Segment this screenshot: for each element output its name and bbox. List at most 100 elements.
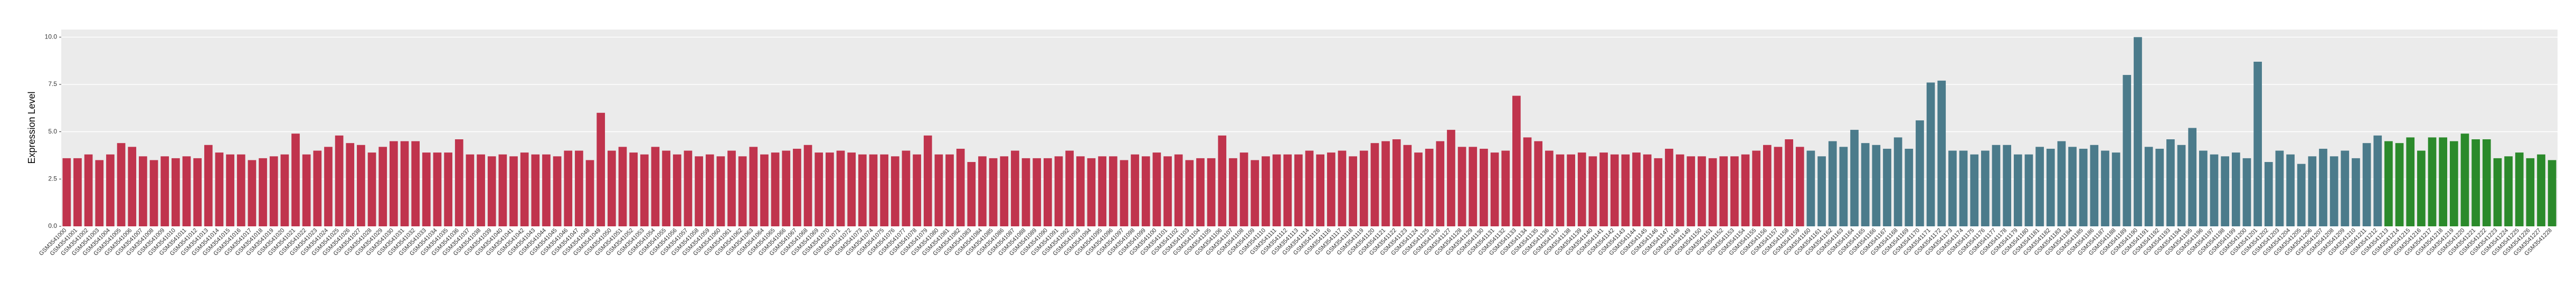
bar	[2003, 145, 2011, 226]
bar	[509, 156, 518, 226]
bar	[945, 154, 954, 226]
bar	[1883, 148, 1891, 226]
bar	[1795, 147, 1804, 226]
bar	[2199, 150, 2208, 226]
bar	[2275, 150, 2284, 226]
bar	[1588, 156, 1597, 226]
bar	[1893, 137, 1902, 226]
bar	[803, 145, 812, 226]
bar	[1599, 152, 1608, 226]
bar	[1512, 95, 1521, 226]
bar	[1970, 154, 1979, 226]
bar	[1632, 152, 1641, 226]
bar	[1850, 130, 1859, 226]
bar	[1654, 158, 1663, 226]
bar	[1000, 156, 1009, 226]
bar	[2482, 139, 2491, 226]
bar	[1163, 156, 1172, 226]
bar	[1763, 145, 1772, 226]
y-tick-label: 7.5	[48, 80, 57, 88]
bar	[1992, 145, 2001, 226]
bar	[1294, 154, 1303, 226]
bar	[2329, 156, 2338, 226]
bar	[149, 160, 158, 226]
bar	[2341, 150, 2350, 226]
bar	[1109, 156, 1117, 226]
bar	[2471, 139, 2480, 226]
bar	[1916, 120, 1924, 226]
bar	[869, 154, 878, 226]
bar	[1185, 160, 1194, 226]
bar	[1174, 154, 1183, 226]
bar	[749, 147, 758, 226]
bar	[2373, 135, 2382, 226]
bar	[1817, 156, 1826, 226]
bar	[880, 154, 888, 226]
bar	[923, 135, 932, 226]
bar	[1381, 141, 1390, 226]
bar	[487, 156, 496, 226]
bar	[1556, 154, 1565, 226]
bar	[1752, 150, 1761, 226]
bar	[248, 160, 257, 226]
bar	[400, 141, 409, 226]
bar	[73, 158, 82, 226]
bar	[585, 160, 594, 226]
bar	[128, 147, 137, 226]
bar	[1545, 150, 1554, 226]
bar	[193, 158, 202, 226]
bar	[117, 143, 126, 226]
bar	[2264, 162, 2273, 226]
bar	[466, 154, 475, 226]
bar	[826, 152, 834, 226]
bar	[2221, 156, 2230, 226]
bar	[1251, 160, 1259, 226]
bar	[139, 156, 147, 226]
bar	[2515, 152, 2524, 226]
bar	[182, 156, 191, 226]
bar	[1283, 154, 1292, 226]
bar	[389, 141, 398, 226]
bar	[1021, 158, 1030, 226]
bar	[684, 150, 693, 226]
bar	[2013, 154, 2022, 226]
bar	[738, 156, 747, 226]
bar	[1338, 150, 1347, 226]
bar	[160, 156, 169, 226]
bar	[259, 158, 267, 226]
bar	[236, 154, 245, 226]
bar	[1425, 148, 1434, 226]
bar	[291, 133, 300, 226]
bar	[2144, 147, 2153, 226]
bar	[62, 158, 71, 226]
bar	[1447, 130, 1455, 226]
bar	[575, 150, 583, 226]
bar	[1926, 82, 1935, 226]
bar	[324, 147, 333, 226]
bar	[1065, 150, 1074, 226]
bar	[1076, 156, 1085, 226]
bar	[84, 154, 93, 226]
bar	[1948, 150, 1957, 226]
bar	[2352, 158, 2360, 226]
bar	[1349, 156, 1357, 226]
bar	[1937, 80, 1946, 226]
bar	[2057, 141, 2066, 226]
bar	[913, 154, 921, 226]
bar	[498, 154, 507, 226]
bar	[695, 156, 703, 226]
bar	[335, 135, 344, 226]
bar	[1610, 154, 1619, 226]
bar	[1577, 152, 1586, 226]
bar	[2101, 150, 2109, 226]
bar	[1774, 147, 1783, 226]
bar	[2286, 154, 2295, 226]
bar	[346, 143, 355, 226]
bar	[902, 150, 911, 226]
bar	[2428, 137, 2437, 226]
bar	[727, 150, 736, 226]
bar	[2035, 147, 2044, 226]
bar	[815, 152, 823, 226]
bar	[2210, 154, 2219, 226]
bar	[1905, 148, 1914, 226]
